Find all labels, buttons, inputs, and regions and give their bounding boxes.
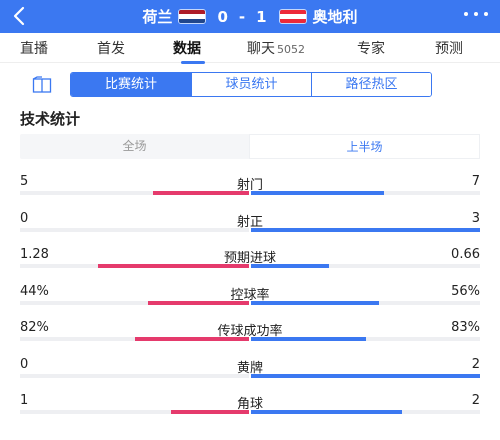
away-stat-value: 7 <box>471 174 480 189</box>
stats-subtabs: 比赛统计 球员统计 路径热区 <box>70 72 432 97</box>
away-stat-track <box>251 300 480 305</box>
away-stat-bar <box>251 300 380 305</box>
section-title: 技术统计 <box>20 110 81 128</box>
period-toggle: 全场 上半场 <box>20 134 480 159</box>
back-button[interactable] <box>8 4 32 28</box>
away-score: 1 <box>256 7 268 26</box>
netherlands-flag-icon <box>178 9 207 24</box>
home-stat-bar <box>148 300 249 305</box>
stat-name: 传球成功率 <box>217 324 283 339</box>
tab-lineup[interactable]: 首发 <box>97 41 125 57</box>
away-stat-bar <box>251 410 403 414</box>
stat-name: 控球率 <box>230 287 270 303</box>
stat-row: 0 黄牌 2 <box>20 357 480 387</box>
stat-name: 黄牌 <box>236 360 263 376</box>
tab-experts[interactable]: 专家 <box>357 41 385 57</box>
tab-live[interactable]: 直播 <box>20 41 48 57</box>
home-stat-bar <box>152 191 249 195</box>
home-stat-value: 0 <box>20 356 29 372</box>
away-stat-track <box>251 373 480 378</box>
chat-count: 5052 <box>277 43 305 56</box>
home-stat-bar <box>134 337 249 341</box>
period-first-half[interactable]: 上半场 <box>249 134 480 159</box>
subtab-player-stats[interactable]: 球员统计 <box>191 73 311 96</box>
score-separator: - <box>238 7 247 26</box>
stat-row: 44% 控球率 56% <box>20 284 480 314</box>
home-stat-value: 44% <box>20 283 49 299</box>
home-stat-track <box>20 264 249 268</box>
away-team-name: 奥地利 <box>312 8 358 26</box>
home-stat-value: 1 <box>20 393 29 408</box>
pitch-icon[interactable] <box>32 76 52 94</box>
home-team-name: 荷兰 <box>142 8 173 26</box>
home-stat-track <box>20 337 249 341</box>
period-full-match[interactable]: 全场 <box>122 139 147 153</box>
home-stat-value: 5 <box>20 174 29 189</box>
away-stat-bar <box>251 191 384 195</box>
home-stat-value: 82% <box>20 320 49 335</box>
stat-row: 1 角球 2 <box>20 393 480 423</box>
stat-name: 射门 <box>236 178 263 193</box>
away-stat-track <box>251 264 480 268</box>
tab-prediction[interactable]: 预测 <box>435 41 463 57</box>
home-score: 0 <box>217 7 229 26</box>
away-stat-value: 3 <box>471 210 480 226</box>
stat-row: 1.28 预期进球 0.66 <box>20 247 480 277</box>
home-stat-value: 0 <box>20 210 29 226</box>
away-stat-bar <box>251 373 480 378</box>
home-stat-track <box>20 227 249 232</box>
tab-chat[interactable]: 聊天 5052 <box>247 38 305 58</box>
subtab-heatmap[interactable]: 路径热区 <box>311 73 431 96</box>
away-stat-bar <box>251 227 480 232</box>
home-stat-track <box>20 191 249 195</box>
scoreline: 荷兰 0 - 1 奥地利 <box>0 0 500 33</box>
home-stat-value: 1.28 <box>20 247 49 262</box>
away-stat-value: 56% <box>451 283 480 299</box>
away-stat-track <box>251 337 480 341</box>
away-stat-value: 0.66 <box>451 247 480 262</box>
home-stat-bar <box>171 410 249 414</box>
active-tab-indicator <box>181 61 205 64</box>
away-stat-track <box>251 410 480 414</box>
stat-name: 角球 <box>236 397 263 412</box>
austria-flag-icon <box>278 9 307 24</box>
stat-row: 82% 传球成功率 83% <box>20 320 480 350</box>
home-stat-track <box>20 300 249 305</box>
chevron-left-icon <box>13 6 25 26</box>
more-dots-icon[interactable] <box>464 12 488 16</box>
tab-chat-label: 聊天 <box>247 41 275 57</box>
stat-row: 5 射门 7 <box>20 174 480 204</box>
stat-name: 射正 <box>236 214 263 230</box>
away-stat-value: 2 <box>471 356 480 372</box>
home-stat-bar <box>97 264 249 268</box>
away-stat-value: 83% <box>451 320 480 335</box>
tab-data[interactable]: 数据 <box>173 41 201 57</box>
away-stat-bar <box>251 337 366 341</box>
away-stat-value: 2 <box>471 393 480 408</box>
stat-name: 预期进球 <box>223 251 276 266</box>
match-header: 荷兰 0 - 1 奥地利 <box>0 0 500 33</box>
away-stat-track <box>251 227 480 232</box>
match-tabs: 直播 首发 数据 聊天 5052 专家 预测 <box>0 33 500 63</box>
stat-row: 0 射正 3 <box>20 211 480 241</box>
subtab-match-stats[interactable]: 比赛统计 <box>71 73 191 96</box>
home-stat-track <box>20 410 249 414</box>
away-stat-bar <box>251 264 329 268</box>
home-stat-track <box>20 373 249 378</box>
away-stat-track <box>251 191 480 195</box>
